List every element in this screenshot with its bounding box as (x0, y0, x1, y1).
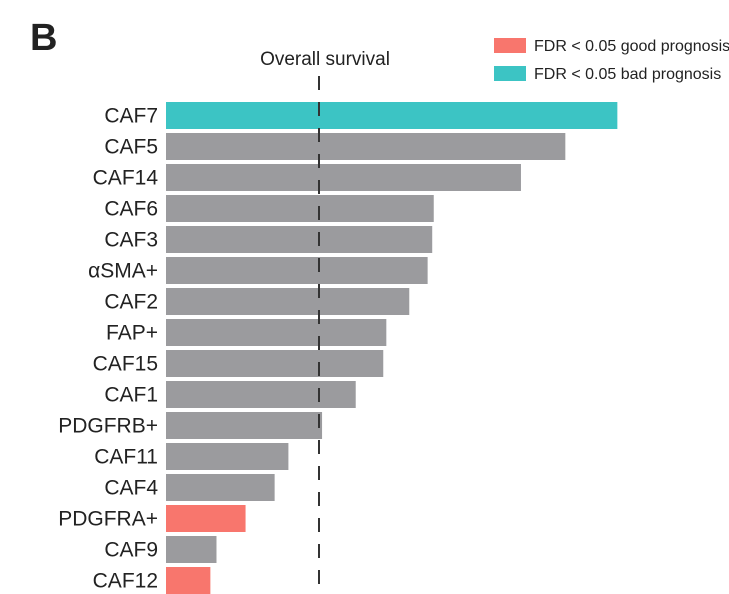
category-label-caf14: CAF14 (93, 167, 159, 190)
legend-label-bad: FDR < 0.05 bad prognosis (534, 66, 721, 83)
category-label-caf7: CAF7 (104, 105, 158, 128)
reference-line-label: Overall survival (260, 49, 390, 70)
category-label-pdgfrb: PDGFRB+ (58, 415, 158, 438)
bar-caf7 (166, 102, 618, 129)
category-label-caf11: CAF11 (94, 446, 158, 469)
category-label-caf9: CAF9 (104, 539, 158, 562)
category-label-caf5: CAF5 (104, 136, 158, 159)
bar-caf4 (166, 474, 275, 501)
bar-sma (166, 257, 428, 284)
bar-caf9 (166, 536, 217, 563)
legend-label-good: FDR < 0.05 good prognosis (534, 38, 729, 55)
legend: FDR < 0.05 good prognosis FDR < 0.05 bad … (494, 38, 729, 83)
bar-caf15 (166, 350, 384, 377)
bar-caf5 (166, 133, 566, 160)
category-label-caf15: CAF15 (93, 353, 158, 376)
legend-swatch-bad (494, 66, 526, 81)
category-label-pdgfra: PDGFRA+ (58, 508, 158, 531)
category-label-caf1: CAF1 (104, 384, 158, 407)
legend-swatch-good (494, 38, 526, 53)
category-labels: CAF7 CAF5 CAF14 CAF6 CAF3 αSMA+ CAF2 FAP+ CAF15 C… (58, 105, 158, 593)
category-label-caf2: CAF2 (104, 291, 158, 314)
category-label-caf4: CAF4 (104, 477, 158, 500)
bar-caf1 (166, 381, 356, 408)
category-label-sma: αSMA+ (88, 260, 158, 283)
bar-caf14 (166, 164, 521, 191)
bar-caf2 (166, 288, 410, 315)
bar-pdgfra (166, 505, 246, 532)
bar-fap (166, 319, 387, 346)
category-label-caf3: CAF3 (104, 229, 158, 252)
panel-letter: B (30, 17, 57, 59)
bar-caf12 (166, 567, 211, 594)
category-label-caf12: CAF12 (93, 570, 158, 593)
bars (166, 102, 618, 594)
bar-caf11 (166, 443, 289, 470)
category-label-fap: FAP+ (106, 322, 158, 345)
bar-caf6 (166, 195, 434, 222)
bar-caf3 (166, 226, 433, 253)
category-label-caf6: CAF6 (104, 198, 158, 221)
bar-pdgfrb (166, 412, 323, 439)
